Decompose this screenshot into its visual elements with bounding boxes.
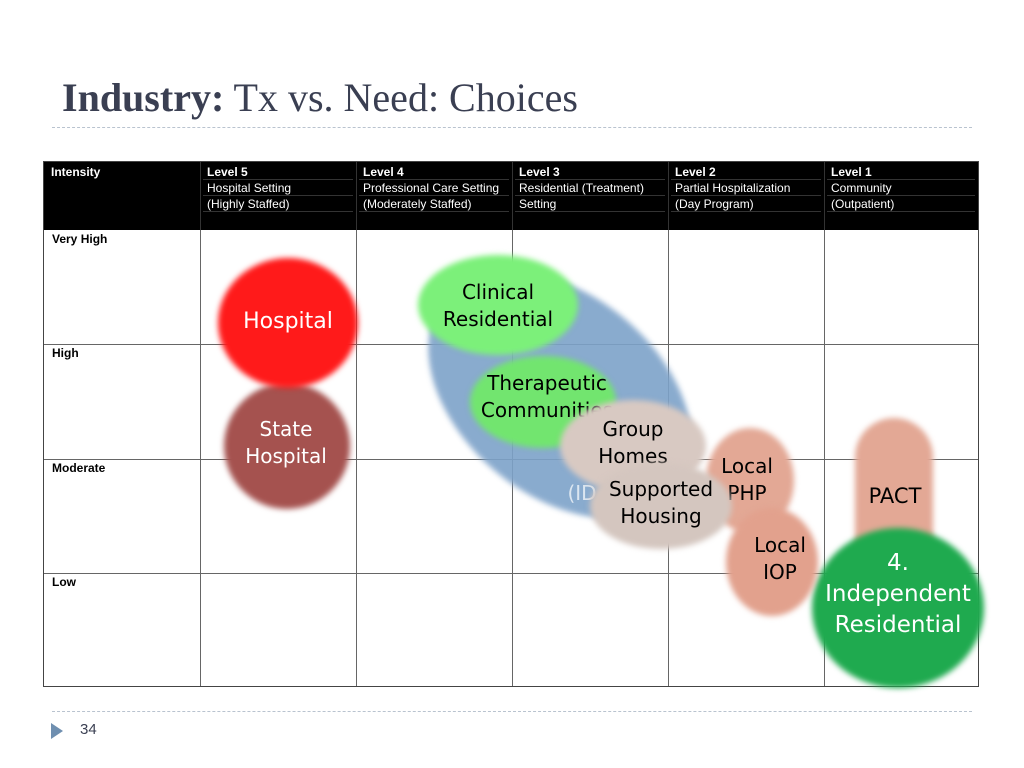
row-label-low: Low: [52, 575, 76, 589]
independent-line-3: Residential: [834, 612, 962, 639]
independent-residential-blob: [812, 528, 984, 688]
level-staffing: Setting: [519, 197, 557, 211]
group-homes-label: Group Homes: [583, 416, 683, 470]
bullet-arrow-icon: [51, 723, 63, 739]
supported-line-1: Supported: [608, 477, 714, 501]
clinical-line-2: Residential: [442, 307, 554, 331]
clinical-line-1: Clinical: [461, 280, 535, 304]
header-separator: [512, 162, 513, 230]
header-divider: [359, 179, 509, 180]
level-title: Level 1: [831, 165, 872, 179]
column-line: [200, 230, 201, 686]
local-php-line-1: Local: [721, 454, 773, 478]
local-iop-label: Local IOP: [738, 532, 822, 586]
supported-line-2: Housing: [620, 504, 702, 528]
header-divider: [671, 179, 821, 180]
grid-header: Intensity Level 5 Hospital Setting (High…: [44, 162, 978, 230]
hospital-blob: [218, 258, 358, 388]
header-divider: [827, 195, 975, 196]
column-line: [356, 230, 357, 686]
header-level-4: Level 4 Professional Care Setting (Moder…: [356, 162, 512, 230]
title-divider: [52, 127, 972, 128]
column-line: [824, 230, 825, 686]
clinical-residential-blob: [418, 255, 578, 355]
local-iop-line-2: IOP: [763, 560, 797, 584]
level-setting: Community: [831, 181, 892, 195]
group-homes-line-1: Group: [602, 417, 664, 441]
hospital-label: Hospital: [243, 309, 333, 334]
local-php-line-2: PHP: [727, 481, 767, 505]
header-level-5: Level 5 Hospital Setting (Highly Staffed…: [200, 162, 356, 230]
header-divider: [671, 195, 821, 196]
supported-housing-blob: [590, 463, 732, 549]
header-separator: [824, 162, 825, 230]
header-level-2: Level 2 Partial Hospitalization (Day Pro…: [668, 162, 824, 230]
row-line: [44, 573, 978, 574]
header-divider: [203, 179, 353, 180]
header-divider: [515, 211, 665, 212]
supported-housing-label: Supported Housing: [596, 476, 726, 530]
level-setting: Professional Care Setting: [363, 181, 500, 195]
independent-line-2: Independent: [825, 581, 971, 608]
header-divider: [827, 179, 975, 180]
level-staffing: (Outpatient): [831, 197, 895, 211]
title-rest: Tx vs. Need: Choices: [224, 75, 578, 120]
state-hospital-line-2: Hospital: [245, 444, 327, 468]
pact-label: PACT: [868, 484, 922, 508]
header-divider: [671, 211, 821, 212]
level-title: Level 3: [519, 165, 560, 179]
header-divider: [203, 195, 353, 196]
level-setting: Partial Hospitalization: [675, 181, 791, 195]
header-intensity: Intensity: [44, 162, 200, 230]
level-title: Level 2: [675, 165, 716, 179]
header-level-3: Level 3 Residential (Treatment) Setting: [512, 162, 668, 230]
local-php-label: Local PHP: [705, 453, 789, 507]
level-staffing: (Moderately Staffed): [363, 197, 472, 211]
level-staffing: (Highly Staffed): [207, 197, 290, 211]
row-label-very-high: Very High: [52, 232, 108, 246]
level-title: Level 5: [207, 165, 248, 179]
header-separator: [356, 162, 357, 230]
level-setting: Residential (Treatment): [519, 181, 644, 195]
level-title: Level 4: [363, 165, 404, 179]
header-divider: [827, 211, 975, 212]
therapeutic-line-1: Therapeutic: [487, 371, 607, 395]
local-iop-blob: [726, 508, 818, 616]
independent-line-1: 4.: [887, 550, 909, 576]
level-setting: Hospital Setting: [207, 181, 292, 195]
title-bold: Industry:: [62, 75, 225, 120]
state-hospital-label: State Hospital: [226, 416, 346, 470]
header-divider: [515, 195, 665, 196]
header-separator: [200, 162, 201, 230]
state-hospital-blob: [224, 383, 350, 509]
header-divider: [359, 211, 509, 212]
intensity-label: Intensity: [51, 165, 101, 179]
header-divider: [359, 195, 509, 196]
state-hospital-line-1: State: [259, 417, 313, 441]
level-staffing: (Day Program): [675, 197, 754, 211]
row-label-moderate: Moderate: [52, 461, 106, 475]
header-divider: [203, 211, 353, 212]
row-label-high: High: [52, 346, 79, 360]
slide-title: Industry: Tx vs. Need: Choices: [62, 74, 578, 121]
slide-number: 34: [80, 721, 97, 738]
header-level-1: Level 1 Community (Outpatient): [824, 162, 978, 230]
independent-residential-label: 4. Independent Residential: [808, 548, 988, 641]
header-divider: [515, 179, 665, 180]
local-iop-line-1: Local: [754, 533, 806, 557]
footer-divider: [52, 711, 972, 712]
header-separator: [668, 162, 669, 230]
clinical-residential-label: Clinical Residential: [423, 279, 573, 333]
